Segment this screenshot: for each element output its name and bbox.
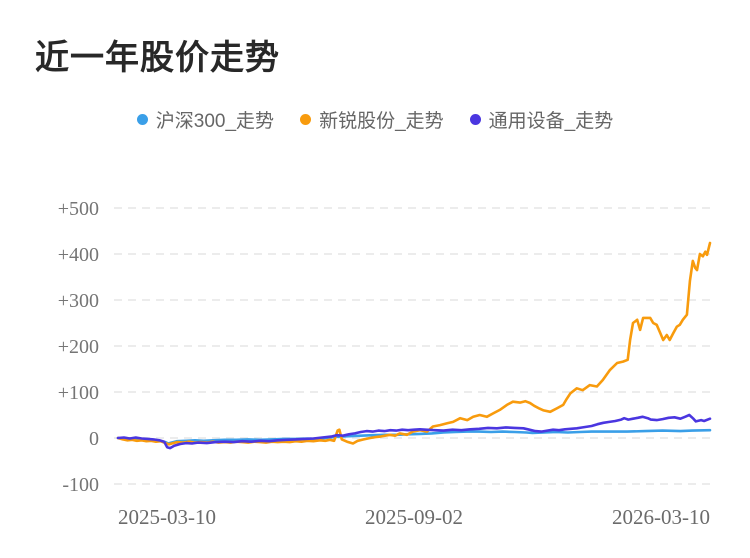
legend-label: 新锐股份_走势: [319, 111, 444, 132]
x-tick-label: 2025-03-10: [118, 505, 216, 529]
series-line: [116, 241, 712, 446]
legend-dot-icon: [136, 114, 148, 125]
legend-dot-icon: [300, 114, 312, 125]
legend-item-hs300[interactable]: 沪深300_走势: [136, 106, 275, 133]
x-tick-label: 2026-03-10: [612, 505, 710, 529]
y-tick-label: +500: [58, 198, 99, 220]
legend-item-xinrui[interactable]: 新锐股份_走势: [300, 106, 444, 133]
legend-label: 沪深300_走势: [155, 111, 275, 132]
series-line: [116, 413, 712, 450]
y-tick-label: +300: [58, 290, 99, 312]
x-tick-label: 2025-09-02: [365, 505, 463, 529]
y-tick-label: +100: [58, 382, 99, 404]
y-tick-label: -100: [62, 474, 99, 496]
y-tick-label: +200: [58, 336, 99, 358]
legend-label: 通用设备_走势: [488, 111, 614, 132]
page-title: 近一年股价走势: [35, 39, 280, 77]
y-tick-label: 0: [89, 428, 99, 450]
chart-legend: 沪深300_走势 新锐股份_走势 通用设备_走势: [0, 106, 750, 133]
legend-item-tongyong[interactable]: 通用设备_走势: [469, 106, 614, 133]
y-tick-label: +400: [58, 244, 99, 266]
legend-dot-icon: [469, 114, 481, 125]
